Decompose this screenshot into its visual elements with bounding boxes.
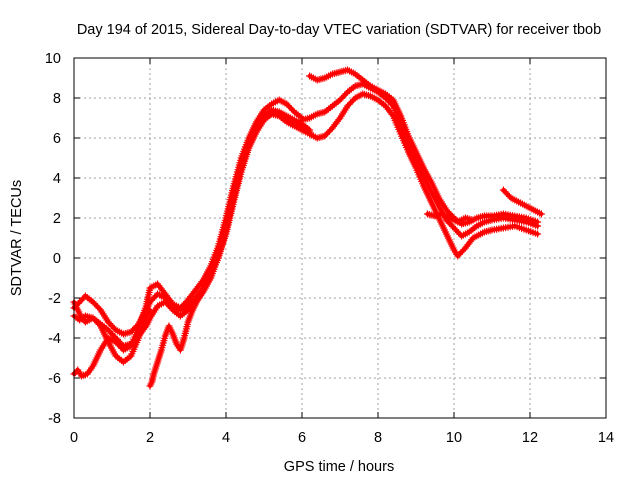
- y-tick-label: -8: [48, 411, 61, 427]
- series-track-5: [146, 110, 306, 390]
- y-tick-label: 6: [53, 131, 61, 147]
- x-axis: 0 2 4 6 8 10 12 14: [70, 58, 614, 446]
- x-tick-label: 10: [446, 430, 462, 446]
- x-tick-label: 12: [522, 430, 538, 446]
- chart-title: Day 194 of 2015, Sidereal Day-to-day VTE…: [77, 22, 601, 38]
- series-plus-markers: [499, 186, 545, 218]
- y-tick-label: -4: [48, 331, 61, 347]
- y-tick-label: -2: [48, 291, 61, 307]
- y-tick-label: 0: [53, 251, 61, 267]
- series-plus-markers: [298, 90, 542, 260]
- series-track-10: [499, 186, 545, 218]
- series-track-9: [423, 210, 477, 226]
- x-tick-label: 4: [222, 430, 230, 446]
- x-tick-label: 14: [598, 430, 614, 446]
- x-tick-label: 6: [298, 430, 306, 446]
- y-tick-label: 2: [53, 211, 61, 227]
- y-tick-label: 8: [53, 91, 61, 107]
- x-tick-label: 0: [70, 430, 78, 446]
- y-tick-label: -6: [48, 371, 61, 387]
- series-plus-markers: [423, 210, 477, 226]
- y-tick-label: 10: [45, 51, 61, 67]
- x-tick-label: 8: [374, 430, 382, 446]
- series-group: [70, 66, 545, 390]
- series-plus-markers: [146, 110, 306, 390]
- x-tick-label: 2: [146, 430, 154, 446]
- y-axis: -8 -6 -4 -2 0 2 4 6 8 10: [45, 51, 606, 427]
- x-axis-label: GPS time / hours: [284, 459, 394, 475]
- series-track-6: [298, 90, 542, 260]
- plot-frame: [73, 57, 607, 419]
- y-tick-label: 4: [53, 171, 61, 187]
- y-axis-label: SDTVAR / TECUs: [9, 180, 25, 296]
